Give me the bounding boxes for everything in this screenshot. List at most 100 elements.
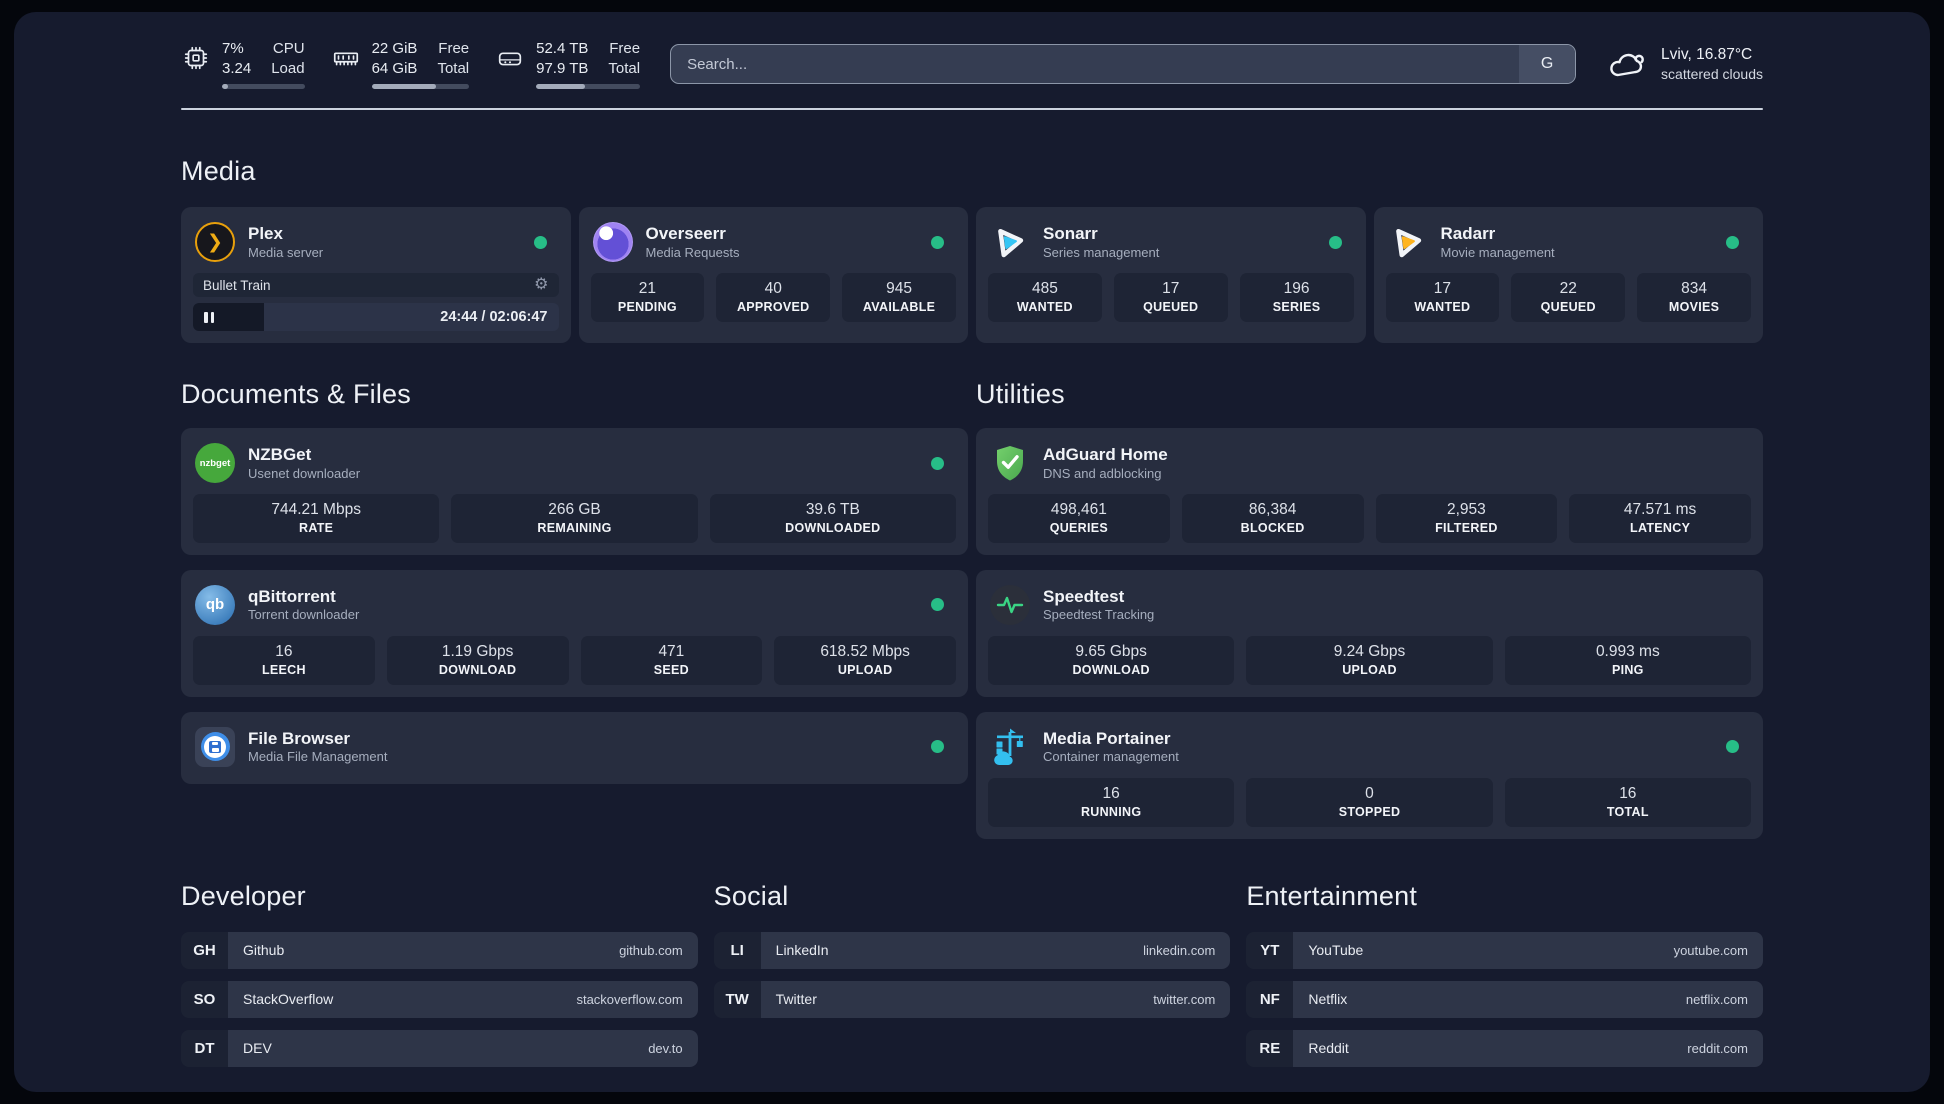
bookmarks-developer: Developer GH Github github.com SO StackO… [181, 881, 698, 1079]
search-engine-button[interactable]: G [1519, 45, 1576, 83]
status-dot [931, 598, 944, 612]
ram-progress-bar [371, 84, 470, 89]
stat-blocked: 86,384 BLOCKED [1181, 494, 1364, 543]
bookmarks-entertainment: Entertainment YT YouTube youtube.com NF … [1246, 881, 1763, 1079]
portainer-icon [990, 727, 1030, 767]
section-title-social: Social [713, 880, 789, 911]
status-dot [931, 740, 944, 754]
bookmark-stackoverflow[interactable]: SO StackOverflow stackoverflow.com [181, 980, 698, 1018]
search-bar: G [670, 44, 1577, 84]
stat-downloaded: 39.6 TB DOWNLOADED [709, 494, 956, 543]
weather-location-temp: Lviv, 16.87°C [1661, 45, 1753, 63]
app-card-nzbget[interactable]: nzbget NZBGet Usenet downloader 744.21 M… [181, 428, 968, 555]
bookmark-github[interactable]: GH Github github.com [181, 931, 698, 969]
ram-widget: 22 GiB 64 GiB Free Total [331, 39, 470, 89]
media-card-row: ❯ Plex Media server Bullet Train ⚙ 24:44… [181, 207, 1763, 343]
stat-approved: 40 APPROVED [716, 273, 831, 322]
app-card-portainer[interactable]: Media Portainer Container management 16 R… [976, 711, 1763, 839]
app-card-adguard[interactable]: AdGuard Home DNS and adblocking 498,461 Q… [976, 428, 1763, 555]
section-title-entertainment: Entertainment [1246, 880, 1418, 911]
player-settings-icon[interactable]: ⚙ [534, 276, 549, 293]
stat-filtered: 2,953 FILTERED [1375, 494, 1558, 543]
app-name: AdGuard Home [1043, 445, 1168, 465]
bookmark-linkedin[interactable]: LI LinkedIn linkedin.com [713, 931, 1231, 969]
bookmark-reddit[interactable]: RE Reddit reddit.com [1246, 1029, 1763, 1067]
overseerr-icon [592, 222, 633, 262]
disk-free-label: Free [609, 40, 641, 57]
stat-wanted: 485 WANTED [988, 273, 1102, 322]
app-card-filebrowser[interactable]: File Browser Media File Management [181, 711, 968, 784]
cloud-icon [1610, 53, 1644, 77]
app-card-sonarr[interactable]: Sonarr Series management 485 WANTED 17 QUE… [976, 207, 1366, 343]
section-title-media: Media [181, 156, 256, 186]
bookmark-abbr: RE [1246, 1029, 1294, 1067]
disk-progress-bar [536, 84, 641, 89]
app-subtitle: Series management [1043, 244, 1160, 260]
status-dot [1328, 235, 1342, 249]
app-subtitle: Speedtest Tracking [1043, 607, 1155, 623]
cpu-load-value: 3.24 [222, 59, 252, 77]
stat-movies: 834 MOVIES [1637, 273, 1751, 322]
player-progress-bar[interactable]: 24:44 / 02:06:47 [193, 303, 559, 331]
app-card-plex[interactable]: ❯ Plex Media server Bullet Train ⚙ 24:44… [181, 207, 571, 343]
now-playing-title: Bullet Train [203, 277, 271, 293]
bookmark-dev[interactable]: DT DEV dev.to [181, 1029, 698, 1067]
disk-free-value: 52.4 TB [536, 40, 589, 57]
bookmark-url: twitter.com [1153, 991, 1216, 1007]
pause-icon[interactable] [204, 311, 214, 323]
cpu-progress-bar [222, 84, 305, 89]
bookmark-name: Github [243, 942, 285, 959]
cpu-widget: 7% 3.24 CPU Load [181, 39, 305, 89]
app-card-overseerr[interactable]: Overseerr Media Requests 21 PENDING 40 APP… [578, 207, 968, 343]
stat-rate: 744.21 Mbps RATE [193, 494, 440, 543]
disk-total-label: Total [608, 59, 641, 77]
app-subtitle: Media server [248, 244, 324, 260]
top-bar: 7% 3.24 CPU Load 22 GiB 64 GiB [181, 38, 1763, 90]
utilities-column: Utilities [976, 377, 1763, 839]
status-dot [931, 456, 944, 470]
stat-upload: 618.52 Mbps UPLOAD [774, 635, 956, 685]
documents-column: Documents & Files nzbget NZBGet Usenet d… [181, 377, 968, 839]
stat-pending: 21 PENDING [590, 273, 705, 322]
bookmarks-social: Social LI LinkedIn linkedin.com TW Twitt… [713, 880, 1231, 1030]
bookmark-name: LinkedIn [775, 942, 829, 959]
bookmark-url: youtube.com [1673, 942, 1748, 958]
bookmark-abbr: LI [713, 931, 761, 969]
bookmark-abbr: GH [181, 931, 228, 969]
stat-upload: 9.24 Gbps UPLOAD [1246, 635, 1493, 685]
app-name: Media Portainer [1043, 729, 1171, 749]
app-card-radarr[interactable]: Radarr Movie management 17 WANTED 22 QUEUE… [1373, 207, 1763, 343]
speedtest-icon [990, 584, 1030, 625]
stat-queued: 22 QUEUED [1511, 273, 1626, 322]
bookmark-name: DEV [243, 1040, 272, 1057]
stat-series: 196 SERIES [1239, 273, 1354, 322]
cpu-usage-value: 7% [222, 40, 244, 57]
bookmark-url: github.com [619, 942, 683, 958]
stat-queued: 17 QUEUED [1113, 273, 1228, 322]
bookmark-netflix[interactable]: NF Netflix netflix.com [1246, 980, 1763, 1018]
app-card-qbittorrent[interactable]: qb qBittorrent Torrent downloader 16 LEEC… [181, 569, 968, 697]
status-dot [1726, 740, 1739, 754]
bookmark-name: Twitter [775, 991, 817, 1008]
section-title-utilities: Utilities [976, 379, 1065, 409]
stat-ping: 0.993 ms PING [1504, 635, 1751, 685]
search-input[interactable] [671, 45, 1520, 83]
app-subtitle: DNS and adblocking [1043, 465, 1162, 481]
bookmark-abbr: DT [181, 1029, 228, 1067]
plex-icon: ❯ [195, 222, 235, 262]
status-dot [931, 235, 944, 249]
bookmark-url: reddit.com [1687, 1040, 1748, 1056]
bookmark-url: linkedin.com [1143, 942, 1216, 958]
bookmark-abbr: TW [713, 980, 761, 1018]
disk-total-value: 97.9 TB [536, 59, 589, 77]
app-card-speedtest[interactable]: Speedtest Speedtest Tracking 9.65 Gbps DO… [976, 569, 1763, 697]
ram-total-label: Total [437, 59, 470, 77]
bookmark-twitter[interactable]: TW Twitter twitter.com [713, 980, 1231, 1018]
sonarr-icon [990, 222, 1030, 262]
app-name: Plex [248, 224, 283, 244]
stat-leech: 16 LEECH [193, 635, 375, 685]
bookmark-name: Netflix [1308, 991, 1348, 1008]
status-dot [533, 235, 547, 249]
bookmark-youtube[interactable]: YT YouTube youtube.com [1246, 931, 1763, 969]
bookmark-name: YouTube [1308, 942, 1364, 959]
